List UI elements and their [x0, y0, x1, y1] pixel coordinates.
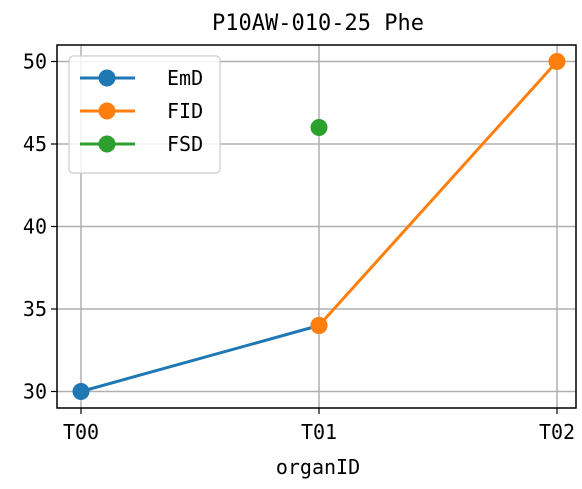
y-tick-label: 30	[23, 380, 47, 404]
data-point-fsd	[310, 119, 328, 136]
x-axis-label: organID	[276, 455, 360, 479]
legend-marker-fsd	[98, 135, 116, 153]
y-tick-label: 45	[23, 132, 47, 156]
series-line-emd	[80, 324, 320, 393]
data-point-emd	[72, 383, 90, 400]
data-point-fid	[310, 317, 328, 334]
y-tick-label: 35	[23, 297, 47, 321]
series-line-fid	[317, 60, 559, 327]
chart-title: P10AW-010-25 Phe	[212, 11, 424, 36]
x-tick-label: T00	[63, 420, 99, 444]
y-tick-label: 40	[23, 215, 47, 239]
data-point-fid	[548, 53, 566, 70]
y-tick-label: 50	[23, 50, 47, 74]
legend-marker-fid	[98, 102, 116, 120]
legend: EmD FID FSD	[68, 55, 221, 174]
legend-label-emd: EmD	[167, 66, 203, 90]
axis-ticks: T00 T01 T02 30 35 40 45 50	[23, 50, 575, 445]
legend-marker-emd	[98, 69, 116, 87]
x-tick-label: T02	[539, 420, 575, 444]
x-tick-label: T01	[301, 420, 337, 444]
legend-label-fsd: FSD	[167, 132, 203, 156]
series-layer	[72, 53, 566, 400]
legend-label-fid: FID	[167, 99, 203, 123]
